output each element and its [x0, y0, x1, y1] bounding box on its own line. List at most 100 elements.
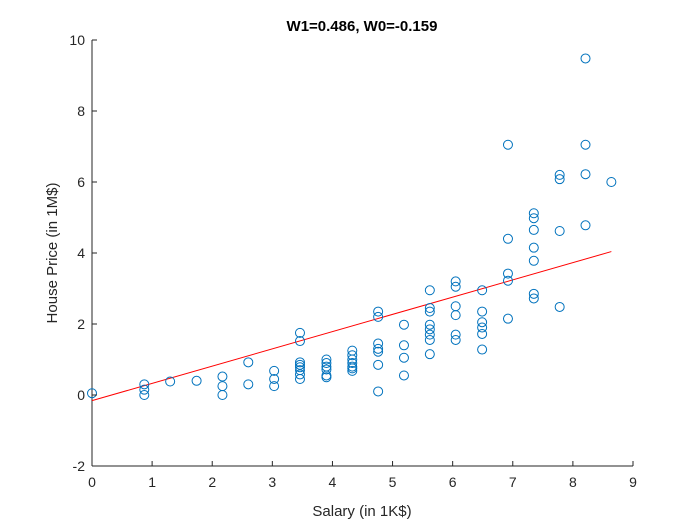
- x-tick-label: 4: [329, 474, 337, 490]
- data-point: [347, 365, 358, 376]
- y-tick-label: -2: [73, 458, 86, 474]
- data-point: [321, 364, 332, 375]
- data-point: [165, 376, 176, 387]
- data-point: [554, 174, 565, 185]
- data-point: [294, 362, 305, 373]
- data-point: [528, 224, 539, 235]
- x-tick-label: 2: [208, 474, 216, 490]
- y-tick-label: 8: [77, 103, 85, 119]
- data-point: [398, 319, 409, 330]
- data-point: [373, 346, 384, 357]
- data-point: [424, 306, 435, 317]
- x-axis-label: Salary (in 1K$): [312, 503, 411, 520]
- x-tick-label: 8: [569, 474, 577, 490]
- data-point: [450, 310, 461, 321]
- y-axis-label: House Price (in 1M$): [44, 183, 61, 324]
- data-point: [269, 381, 280, 392]
- data-point: [424, 324, 435, 335]
- data-point: [217, 390, 228, 400]
- data-point: [217, 381, 228, 392]
- data-point: [321, 358, 332, 369]
- data-point: [347, 358, 358, 369]
- data-point: [294, 327, 305, 338]
- data-point: [294, 336, 305, 347]
- y-tick-label: 6: [77, 174, 85, 190]
- data-point: [606, 177, 617, 187]
- x-tick-label: 1: [148, 474, 156, 490]
- data-point: [398, 370, 409, 381]
- data-point: [580, 139, 591, 150]
- data-point: [139, 379, 150, 390]
- x-tick-label: 5: [389, 474, 397, 490]
- data-point: [269, 365, 280, 376]
- data-point: [450, 329, 461, 340]
- data-point: [477, 322, 488, 333]
- data-point: [502, 139, 513, 150]
- data-point: [424, 319, 435, 330]
- data-point: [294, 374, 305, 385]
- data-point: [528, 213, 539, 224]
- data-point: [321, 354, 332, 365]
- data-point: [373, 359, 384, 370]
- data-point: [450, 276, 461, 287]
- data-point: [269, 374, 280, 385]
- data-point: [217, 371, 228, 382]
- x-tick-label: 6: [449, 474, 457, 490]
- data-point: [502, 268, 513, 279]
- x-tick-label: 9: [629, 474, 637, 490]
- data-point: [398, 352, 409, 363]
- data-point: [243, 379, 254, 390]
- x-tick-label: 7: [509, 474, 517, 490]
- data-point: [502, 275, 513, 286]
- data-point: [294, 369, 305, 380]
- data-point: [477, 317, 488, 328]
- y-tick-label: 0: [77, 387, 85, 403]
- data-point: [477, 306, 488, 317]
- data-point: [373, 306, 384, 317]
- data-point: [87, 388, 97, 399]
- data-point: [554, 225, 565, 236]
- data-point: [477, 344, 488, 355]
- y-tick-label: 10: [69, 32, 85, 48]
- y-tick-label: 2: [77, 316, 85, 332]
- data-point: [528, 293, 539, 304]
- data-point: [424, 334, 435, 345]
- data-point: [580, 220, 591, 231]
- data-point: [528, 208, 539, 219]
- data-point: [373, 338, 384, 349]
- chart-title: W1=0.486, W0=-0.159: [287, 18, 438, 35]
- data-point: [580, 53, 591, 64]
- data-point: [450, 281, 461, 292]
- data-point: [294, 357, 305, 368]
- data-point: [528, 288, 539, 299]
- data-point: [477, 285, 488, 296]
- data-point: [477, 328, 488, 339]
- data-points: [87, 53, 617, 400]
- data-point: [424, 329, 435, 340]
- data-point: [347, 350, 358, 361]
- data-point: [554, 301, 565, 312]
- data-point: [321, 372, 332, 383]
- data-point: [502, 233, 513, 244]
- data-point: [191, 375, 202, 386]
- data-point: [450, 334, 461, 345]
- data-point: [502, 313, 513, 324]
- data-point: [424, 285, 435, 296]
- data-point: [528, 242, 539, 253]
- data-point: [294, 359, 305, 370]
- x-tick-label: 3: [268, 474, 276, 490]
- data-point: [424, 349, 435, 360]
- regression-line: [91, 251, 612, 402]
- data-point: [347, 363, 358, 374]
- data-point: [424, 303, 435, 314]
- axes: [91, 40, 633, 467]
- data-point: [398, 340, 409, 351]
- data-point: [580, 169, 591, 180]
- data-point: [373, 343, 384, 354]
- y-tick-label: 4: [77, 245, 85, 261]
- data-point: [139, 384, 150, 395]
- data-point: [373, 386, 384, 397]
- data-point: [373, 311, 384, 322]
